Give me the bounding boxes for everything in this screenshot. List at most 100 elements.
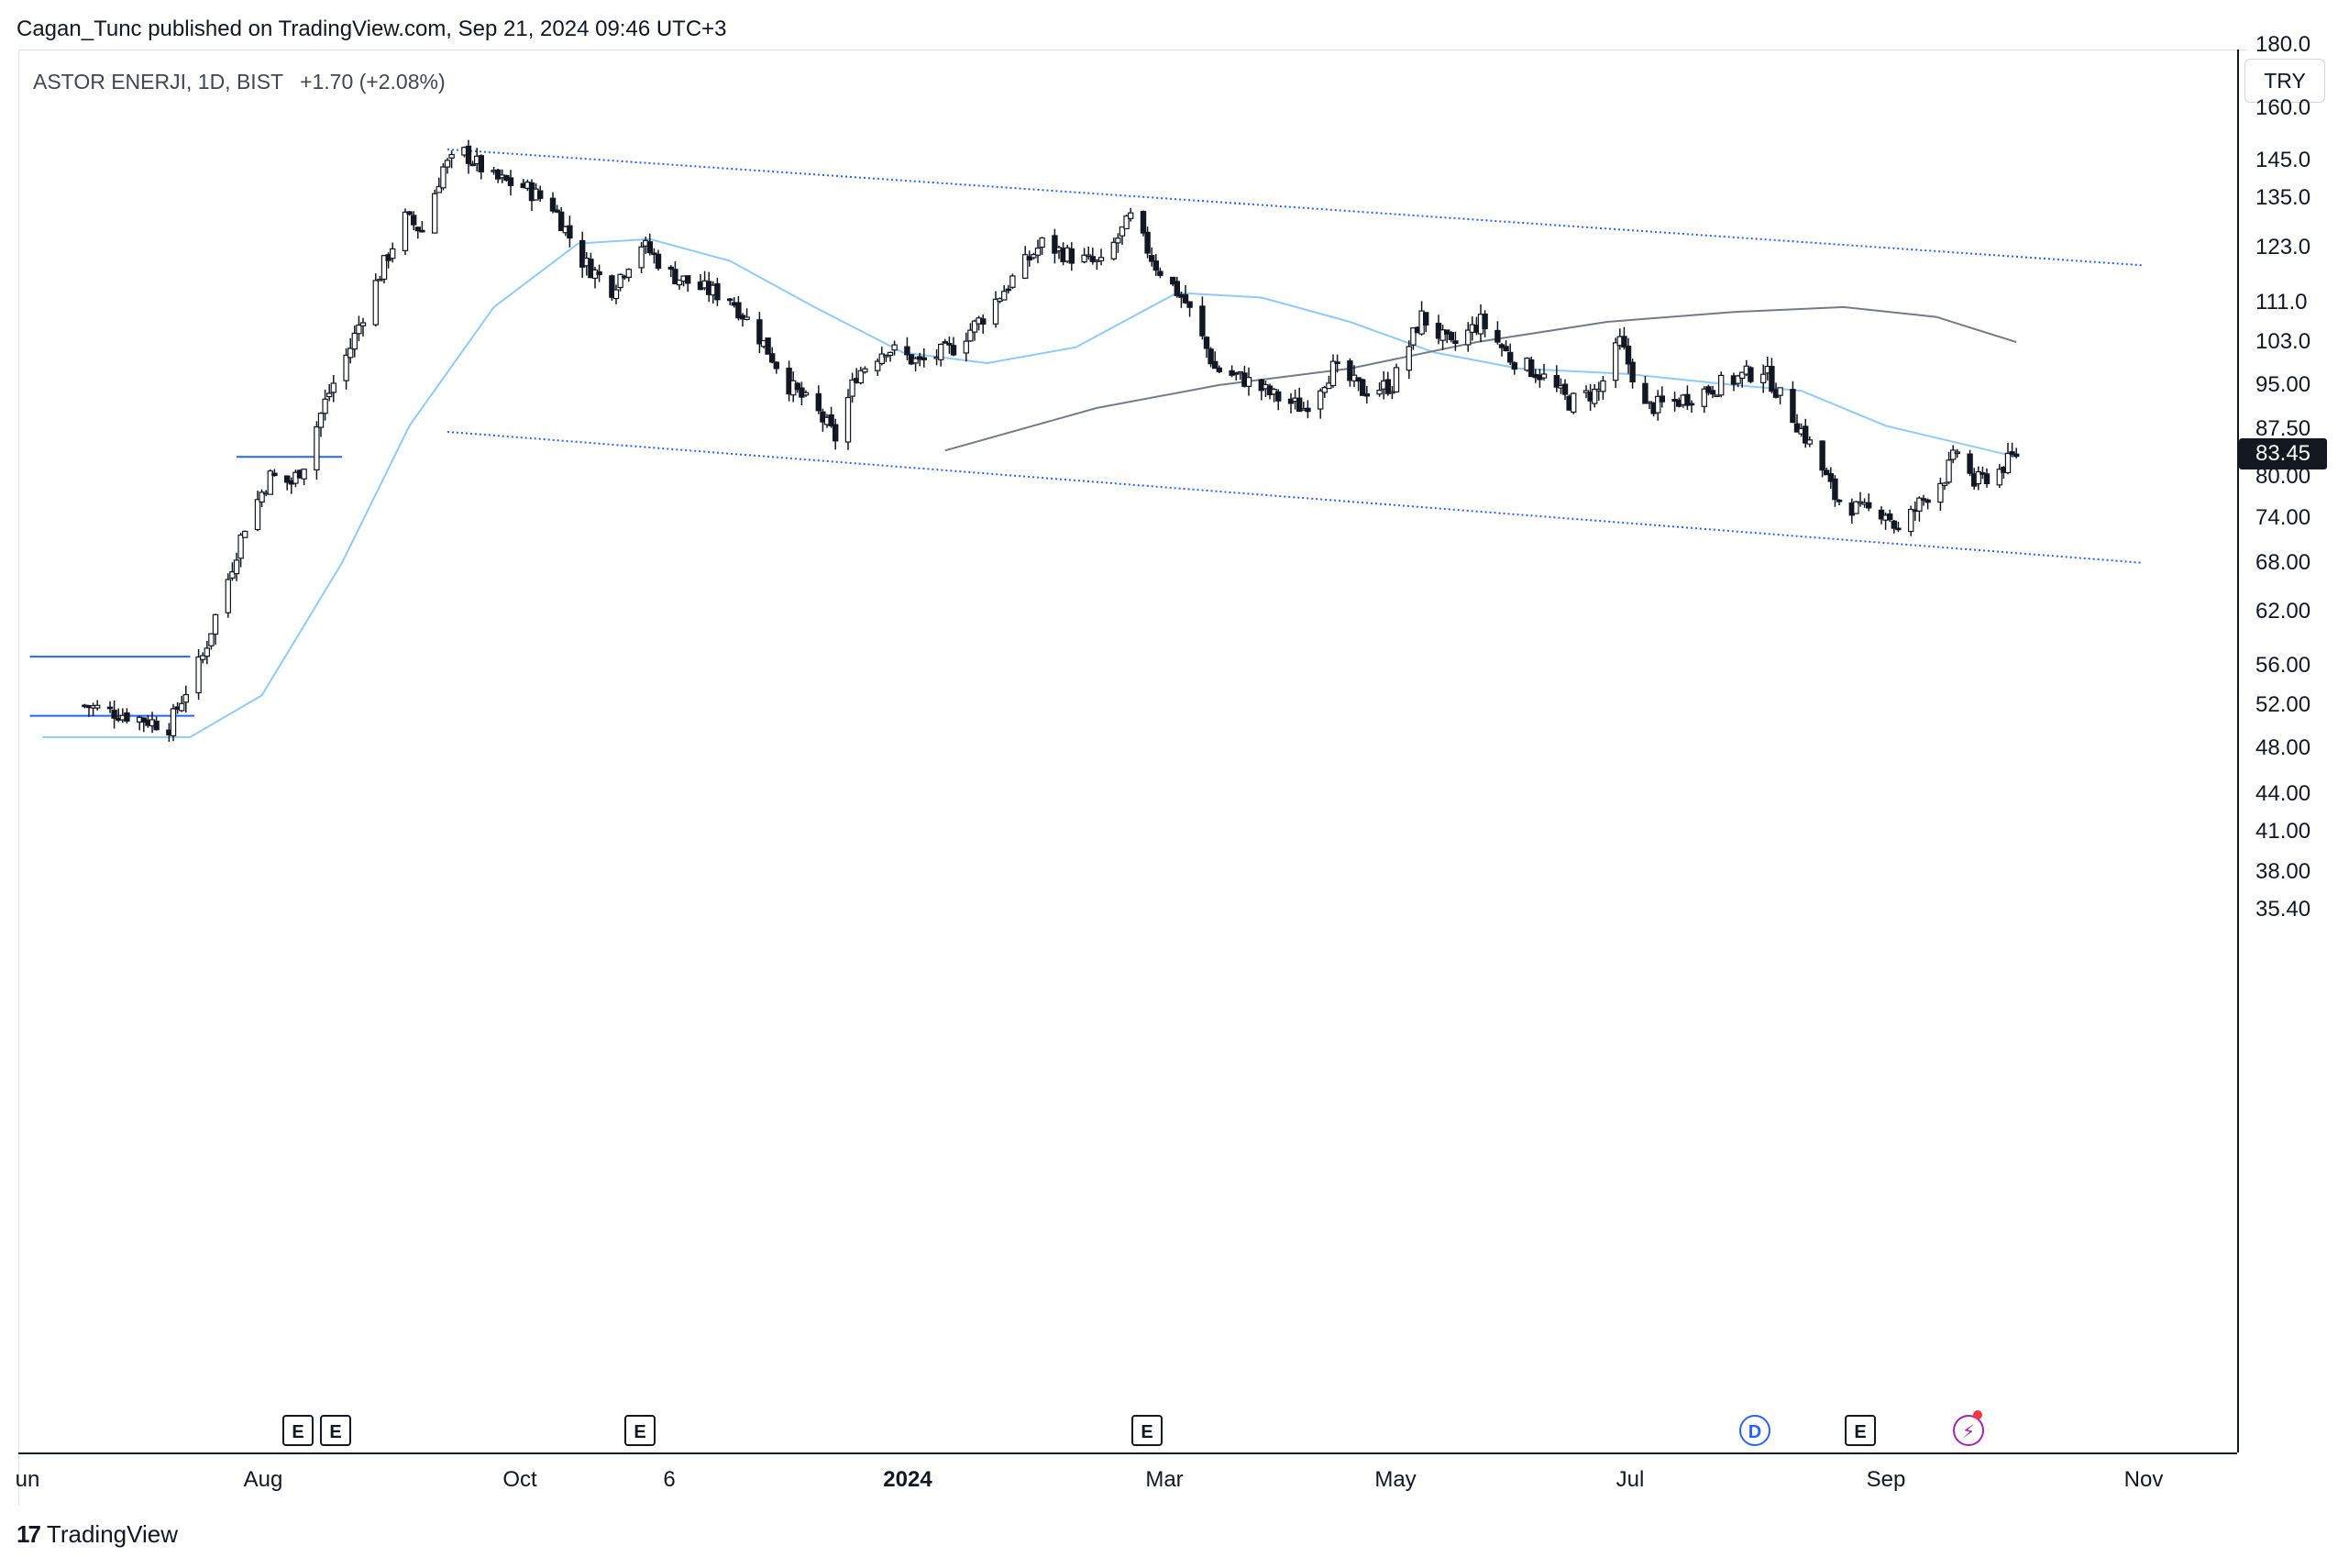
- candle-up[interactable]: [1717, 374, 1725, 396]
- candle-down[interactable]: [536, 190, 544, 199]
- candle-down[interactable]: [1347, 360, 1353, 381]
- candle-down[interactable]: [106, 706, 114, 710]
- candle-down[interactable]: [609, 275, 615, 298]
- candle-up[interactable]: [1081, 254, 1087, 263]
- channel-lower[interactable]: [447, 430, 2144, 564]
- candle-down[interactable]: [946, 343, 953, 346]
- candle-up[interactable]: [322, 398, 328, 414]
- candle-up[interactable]: [802, 392, 810, 396]
- candle-up[interactable]: [1612, 342, 1619, 381]
- candle-up[interactable]: [1600, 380, 1606, 392]
- candle-down[interactable]: [942, 341, 948, 344]
- candle-down[interactable]: [1208, 348, 1214, 365]
- candle-down[interactable]: [1823, 469, 1830, 476]
- candle-down[interactable]: [950, 345, 957, 356]
- candle-down[interactable]: [1026, 256, 1032, 260]
- candle-up[interactable]: [874, 360, 881, 371]
- currency-button[interactable]: TRY: [2244, 59, 2325, 103]
- candle-up[interactable]: [1317, 390, 1324, 410]
- candle-up[interactable]: [1410, 327, 1417, 346]
- candle-up[interactable]: [1110, 241, 1117, 259]
- candle-up[interactable]: [1950, 449, 1957, 460]
- candle-up[interactable]: [878, 353, 886, 364]
- candle-down[interactable]: [1967, 453, 1973, 474]
- candle-up[interactable]: [1937, 482, 1944, 503]
- candle-up[interactable]: [1464, 329, 1472, 346]
- candle-down[interactable]: [832, 424, 839, 442]
- candle-down[interactable]: [1642, 382, 1649, 404]
- candle-up[interactable]: [1570, 392, 1577, 413]
- candle-down[interactable]: [579, 239, 586, 268]
- candle-down[interactable]: [1152, 260, 1159, 271]
- candle-down[interactable]: [1511, 362, 1517, 370]
- candle-down[interactable]: [1705, 386, 1712, 393]
- candle-up[interactable]: [1376, 390, 1383, 395]
- earnings-event-marker[interactable]: E: [1131, 1415, 1163, 1446]
- candle-down[interactable]: [1553, 375, 1560, 388]
- candle-down[interactable]: [494, 169, 502, 180]
- candle-down[interactable]: [1363, 393, 1370, 397]
- candle-up[interactable]: [1119, 226, 1126, 237]
- candle-up[interactable]: [937, 343, 944, 360]
- candle-up[interactable]: [2004, 452, 2012, 474]
- footer-brand[interactable]: 17 TradingView: [17, 1520, 178, 1549]
- candle-up[interactable]: [432, 193, 438, 234]
- candle-down[interactable]: [1506, 351, 1514, 363]
- candle-up[interactable]: [1439, 329, 1446, 341]
- candle-down[interactable]: [153, 720, 160, 731]
- candle-up[interactable]: [1321, 387, 1328, 393]
- news-event-marker[interactable]: ⚡: [1953, 1415, 1984, 1446]
- candle-down[interactable]: [1494, 329, 1501, 343]
- candle-up[interactable]: [1759, 373, 1767, 383]
- candle-down[interactable]: [765, 337, 771, 355]
- candle-up[interactable]: [200, 655, 206, 660]
- candle-up[interactable]: [1777, 387, 1783, 396]
- candle-down[interactable]: [271, 472, 278, 477]
- candle-down[interactable]: [1199, 305, 1206, 337]
- candle-down[interactable]: [1629, 361, 1636, 382]
- candle-up[interactable]: [233, 559, 240, 575]
- candle-down[interactable]: [1305, 407, 1311, 413]
- candle-down[interactable]: [2013, 453, 2020, 458]
- candle-down[interactable]: [1793, 423, 1801, 433]
- candle-down[interactable]: [469, 163, 476, 167]
- candle-up[interactable]: [1406, 346, 1412, 371]
- candle-down[interactable]: [1561, 383, 1569, 395]
- candle-down[interactable]: [828, 414, 834, 426]
- candle-down[interactable]: [1052, 235, 1058, 254]
- candle-up[interactable]: [1127, 212, 1134, 219]
- candle-down[interactable]: [1203, 337, 1210, 349]
- candle-up[interactable]: [1031, 254, 1037, 259]
- candle-up[interactable]: [94, 704, 101, 709]
- candle-up[interactable]: [967, 329, 974, 342]
- chart-pane[interactable]: [18, 50, 2247, 1506]
- candle-down[interactable]: [1865, 502, 1872, 509]
- candle-up[interactable]: [326, 392, 333, 398]
- candle-down[interactable]: [1684, 393, 1691, 406]
- candle-up[interactable]: [912, 358, 919, 364]
- candle-down[interactable]: [557, 211, 565, 232]
- candle-down[interactable]: [549, 197, 557, 212]
- candle-down[interactable]: [1334, 361, 1340, 364]
- candle-down[interactable]: [667, 266, 675, 271]
- candle-down[interactable]: [1920, 498, 1927, 501]
- candle-up[interactable]: [862, 368, 868, 373]
- candle-up[interactable]: [1941, 482, 1948, 486]
- candle-down[interactable]: [1983, 473, 1991, 485]
- candle-up[interactable]: [1329, 360, 1337, 387]
- candle-up[interactable]: [372, 280, 380, 326]
- candle-up[interactable]: [212, 613, 219, 635]
- candle-up[interactable]: [963, 340, 969, 354]
- candle-up[interactable]: [1701, 388, 1707, 407]
- candle-up[interactable]: [259, 491, 265, 502]
- candle-down[interactable]: [1296, 397, 1303, 413]
- candle-up[interactable]: [380, 255, 388, 281]
- candle-up[interactable]: [179, 702, 185, 712]
- candle-down[interactable]: [1182, 293, 1189, 304]
- candle-down[interactable]: [1089, 256, 1096, 262]
- candle-down[interactable]: [567, 225, 573, 239]
- candle-down[interactable]: [1819, 440, 1825, 471]
- candle-up[interactable]: [1996, 469, 2002, 486]
- candle-down[interactable]: [1827, 473, 1834, 482]
- candle-up[interactable]: [1583, 390, 1590, 393]
